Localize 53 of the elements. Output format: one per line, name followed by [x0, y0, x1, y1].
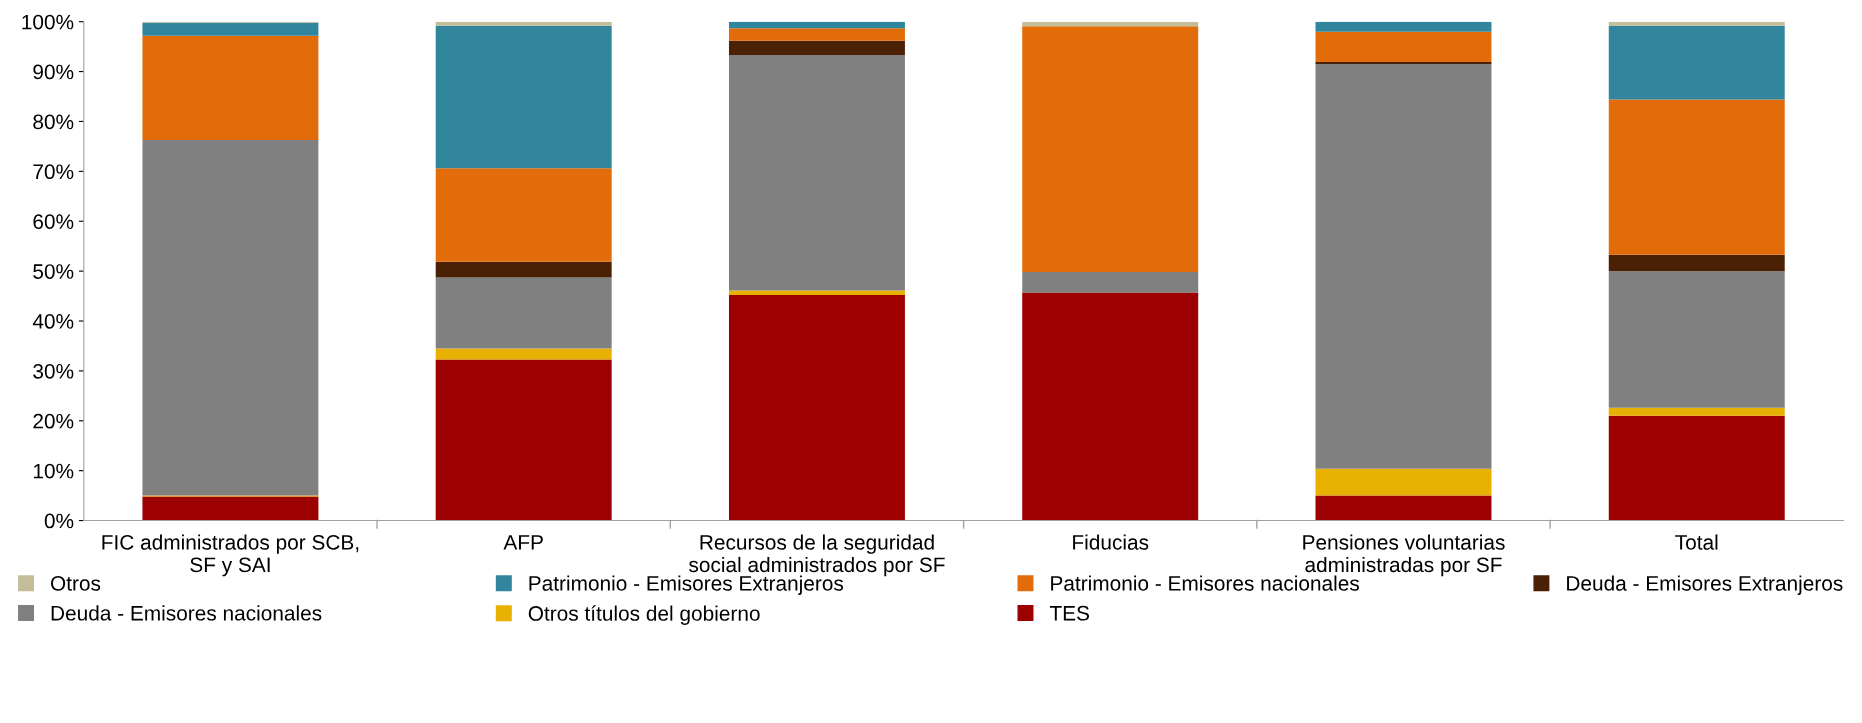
legend-label: Patrimonio - Emisores Extranjeros: [529, 575, 844, 595]
x-tick-label: Fiducias: [1073, 534, 1149, 550]
y-tick-label: 0%: [44, 513, 74, 529]
x-tick-label: Total: [1675, 534, 1718, 550]
bar: [1315, 31, 1492, 63]
bar: [142, 22, 319, 36]
bar: [435, 348, 612, 360]
y-tick-label: 70%: [33, 164, 74, 180]
bar: [1608, 271, 1785, 408]
bar: [728, 40, 905, 56]
legend-label: Patrimonio - Emisores nacionales: [1051, 575, 1360, 591]
y-tick-label: 60%: [33, 214, 74, 229]
bar: [1022, 272, 1199, 293]
bar: [1608, 25, 1785, 100]
bar: [728, 55, 905, 291]
x-tick-label: AFP: [503, 535, 543, 550]
bar: [1315, 468, 1492, 496]
bar: [435, 21, 612, 26]
legend-label: Deuda - Emisores nacionales: [51, 605, 322, 621]
y-tick-label: 80%: [33, 114, 74, 130]
bar: [1315, 64, 1492, 469]
legend-label: Otros: [50, 576, 101, 591]
bar: [1022, 26, 1199, 273]
bar: [1315, 21, 1492, 32]
legend-label: Deuda - Emisores Extranjeros: [1567, 575, 1843, 595]
bar: [728, 21, 905, 29]
bar: [728, 295, 905, 521]
bar: [1608, 254, 1785, 272]
bar: [435, 277, 612, 349]
bar: [1608, 99, 1785, 255]
bar: [142, 35, 319, 140]
y-tick-label: 20%: [33, 413, 74, 429]
bar: [1022, 292, 1199, 521]
legend-label: TES: [1049, 605, 1090, 621]
bar: [435, 25, 612, 169]
bar: [1608, 21, 1785, 26]
bar: [1608, 407, 1785, 416]
y-tick-label: 30%: [33, 363, 74, 379]
bar: [728, 28, 905, 41]
bar: [435, 261, 612, 278]
bar: [142, 496, 319, 521]
bar: [435, 168, 612, 262]
legend-label: Otros títulos del gobierno: [528, 605, 760, 625]
y-tick-label: 10%: [33, 463, 74, 479]
y-tick-label: 40%: [32, 314, 74, 329]
bar: [1608, 415, 1785, 521]
y-tick-label: 50%: [33, 264, 74, 279]
x-tick-label: FIC administrados por SCB, SF y SAI: [102, 534, 359, 577]
bar: [142, 139, 319, 496]
y-tick-label: 90%: [33, 64, 74, 80]
y-tick-label: 100%: [22, 14, 74, 30]
bar: [435, 359, 612, 521]
bar: [1315, 495, 1492, 521]
